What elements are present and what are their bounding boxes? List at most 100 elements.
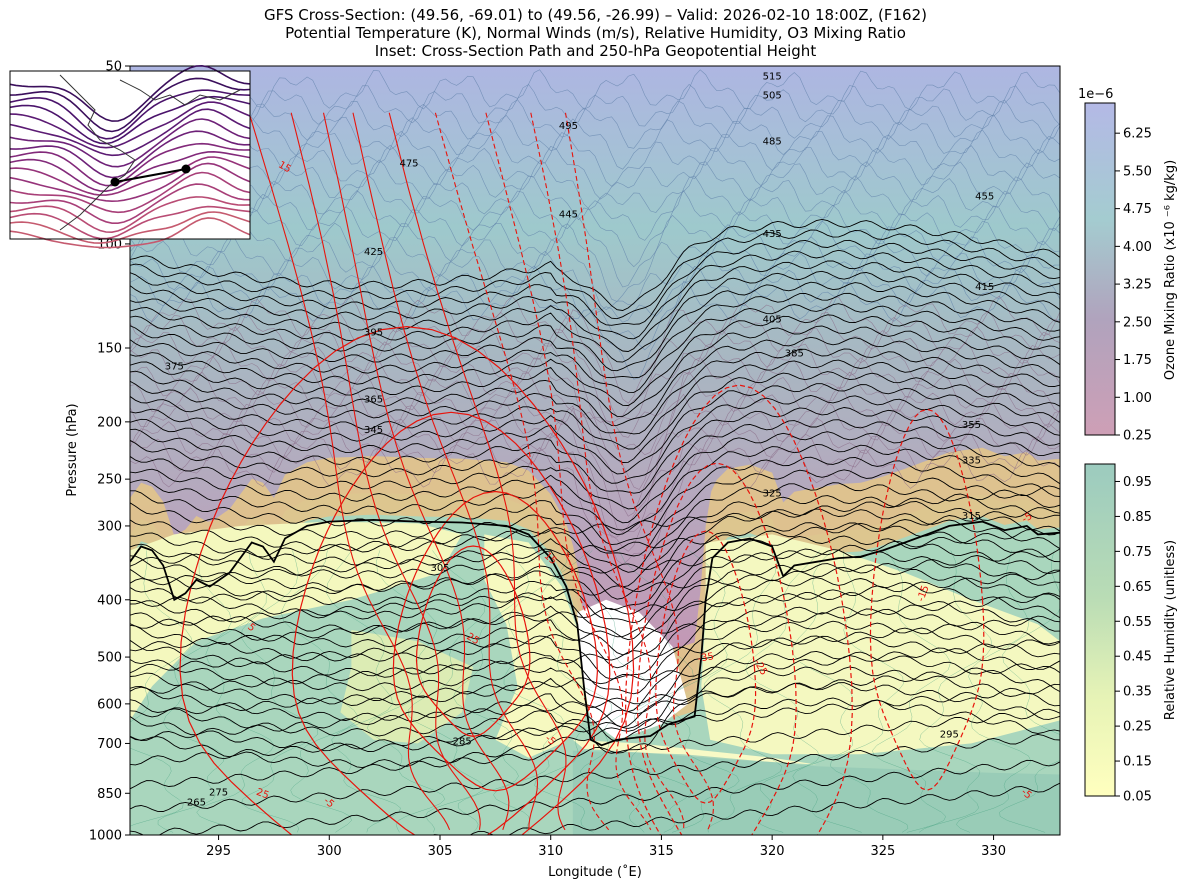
- x-tick-label: 330: [981, 844, 1006, 859]
- theta-label: 335: [962, 455, 981, 466]
- tropopause-line: [130, 518, 1060, 747]
- theta-label: 355: [962, 420, 981, 431]
- x-axis-label: Longitude (˚E): [548, 864, 642, 880]
- colorbar-tick-label: 0.65: [1123, 580, 1152, 595]
- theta-label: 485: [763, 137, 782, 148]
- theta-label: 285: [453, 736, 472, 747]
- x-tick-label: 295: [206, 844, 231, 859]
- dry-region: [572, 739, 817, 765]
- title-line-2: Potential Temperature (K), Normal Winds …: [285, 24, 906, 42]
- wind-label: 5: [245, 622, 257, 635]
- y-tick-label: 250: [97, 473, 122, 488]
- theta-label: 415: [975, 282, 994, 293]
- ozone-contours: [130, 68, 1060, 565]
- plot-area: 515 505 495 485 475 455 445 435 425 415 405 395 385 3…: [130, 66, 1060, 835]
- theta-label: 515: [763, 72, 782, 83]
- ozone-fill: [130, 66, 1060, 713]
- theta-label: 305: [430, 563, 449, 574]
- colorbar-tick-label: 0.35: [1123, 685, 1152, 700]
- x-tick-label: 325: [870, 844, 895, 859]
- colorbar-tick-label: 1.75: [1123, 353, 1152, 368]
- theta-label: 425: [364, 247, 383, 258]
- x-tick-label: 310: [538, 844, 563, 859]
- colorbar-tick-label: 5.50: [1123, 164, 1152, 179]
- colorbar-tick-label: 0.75: [1123, 545, 1152, 560]
- theta-label: 385: [785, 349, 804, 360]
- theta-label: 395: [364, 328, 383, 339]
- theta-label: 455: [975, 192, 994, 203]
- theta-label: 445: [559, 210, 578, 221]
- y-tick-label: 600: [97, 697, 122, 712]
- theta-label: 375: [165, 362, 184, 373]
- x-axis: 295 300 305 310 315 320 325 330: [206, 835, 1006, 859]
- overlap-fill-right: [672, 447, 1060, 718]
- inset-height-contours: [9, 64, 251, 249]
- x-tick-label: 315: [649, 844, 674, 859]
- ozone-colorbar: 0.25 1.00 1.75 2.50 3.25 4.00 4.75 5.50 6.25 1e−…: [1078, 87, 1178, 444]
- theta-label: 365: [364, 395, 383, 406]
- theta-label: 265: [187, 798, 206, 809]
- wind-label: 25: [464, 631, 481, 647]
- y-tick-label: 150: [97, 342, 122, 357]
- chart-titles: GFS Cross-Section: (49.56, -69.01) to (4…: [0, 6, 1191, 60]
- title-line-3: Inset: Cross-Section Path and 250-hPa Ge…: [374, 42, 817, 60]
- wind-label: -35: [697, 651, 715, 665]
- y-tick-label: 700: [97, 737, 122, 752]
- wind-label: -15: [916, 584, 932, 603]
- theta-label: 435: [763, 229, 782, 240]
- normal-wind-contours: [179, 112, 985, 835]
- ozone-colorbar-exponent: 1e−6: [1078, 87, 1113, 102]
- title-line-1: GFS Cross-Section: (49.56, -69.01) to (4…: [264, 6, 927, 24]
- overlap-fill-left: [130, 456, 595, 677]
- colorbar-tick-label: 0.55: [1123, 615, 1152, 630]
- y-tick-label: 400: [97, 593, 122, 608]
- colorbar-tick-label: 4.00: [1123, 240, 1152, 255]
- x-tick-label: 320: [760, 844, 785, 859]
- theta-label: 315: [962, 511, 981, 522]
- colorbar-tick-label: 0.95: [1123, 475, 1152, 490]
- potential-temperature-contours: [130, 218, 1060, 835]
- theta-label: 495: [559, 121, 578, 132]
- y-tick-label: 200: [97, 415, 122, 430]
- humidity-colorbar-label: Relative Humidity (unitless): [1163, 540, 1178, 720]
- inset-path-start: [110, 177, 120, 187]
- humidity-colorbar: 0.05 0.15 0.25 0.35 0.45 0.55 0.65 0.75 0.85 0.95…: [1084, 463, 1178, 805]
- inset-path-end: [181, 164, 191, 174]
- low-level-moist-band: [572, 750, 1060, 835]
- ozone-colorbar-label: Ozone Mixing Ratio (x10 ⁻⁶ kg/kg): [1163, 160, 1178, 380]
- colorbar-tick-label: 1.00: [1123, 391, 1152, 406]
- colorbar-tick-label: 0.25: [1123, 429, 1152, 444]
- theta-label: 325: [763, 489, 782, 500]
- colorbar-tick-label: 0.45: [1123, 650, 1152, 665]
- theta-label: 405: [763, 315, 782, 326]
- y-tick-label: 300: [97, 519, 122, 534]
- theta-label: 295: [940, 730, 959, 741]
- colorbar-tick-label: 0.25: [1123, 720, 1152, 735]
- colorbar-tick-label: 4.75: [1123, 202, 1152, 217]
- colorbar-tick-label: 2.50: [1123, 315, 1152, 330]
- wind-label: 25: [255, 787, 271, 802]
- colorbar-tick-label: 0.05: [1123, 790, 1152, 805]
- colorbar-tick-label: 6.25: [1123, 127, 1152, 142]
- plot-frame: [129, 65, 1061, 836]
- x-tick-label: 305: [428, 844, 453, 859]
- y-axis-label: Pressure (hPa): [65, 403, 80, 496]
- wind-label: -5: [1020, 511, 1034, 526]
- colorbar-tick-label: 0.15: [1123, 755, 1152, 770]
- inset-map: [9, 64, 251, 249]
- theta-label: 505: [763, 91, 782, 102]
- theta-label: 475: [399, 159, 418, 170]
- theta-labels: 515 505 495 485 475 455 445 435 425 415 405 395 385 3…: [165, 72, 995, 809]
- y-tick-label: 500: [97, 651, 122, 666]
- x-tick-label: 300: [317, 844, 342, 859]
- dry-region: [130, 521, 463, 721]
- theta-label: 275: [209, 788, 228, 799]
- theta-label: 345: [364, 425, 383, 436]
- y-tick-label: 850: [97, 787, 122, 802]
- y-tick-label: 1000: [89, 829, 122, 844]
- inset-cross-section-path: [114, 168, 187, 183]
- colorbar-tick-label: 0.85: [1123, 510, 1152, 525]
